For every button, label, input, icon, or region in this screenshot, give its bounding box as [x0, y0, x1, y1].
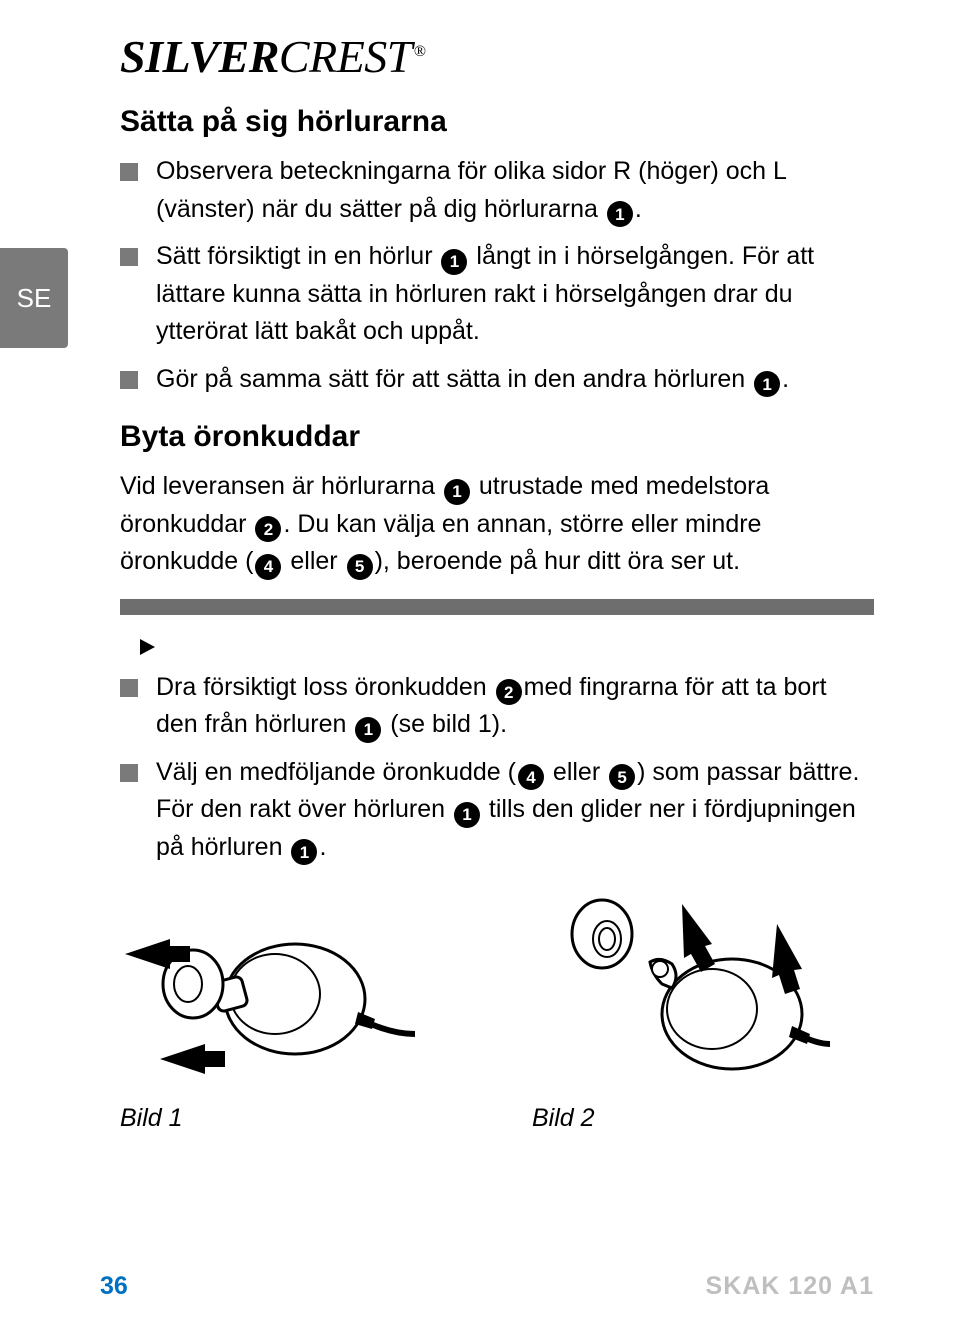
reference-number-icon: 1 [291, 839, 317, 865]
text-fragment: Dra försiktigt loss öronkudden [156, 673, 494, 701]
reference-number-icon: 5 [609, 764, 635, 790]
section-1-title: Sätta på sig hörlurarna [120, 105, 874, 139]
reference-number-icon: 5 [347, 554, 373, 580]
figure-2: Bild 2 [532, 884, 874, 1133]
brand-strong: SILVER [120, 31, 279, 82]
reference-number-icon: 2 [255, 516, 281, 542]
text-fragment: ), beroende på hur ditt öra ser ut. [375, 547, 741, 575]
text-fragment: eller [546, 758, 607, 786]
model-id: SKAK 120 A1 [706, 1272, 874, 1301]
text-fragment: . [782, 365, 789, 393]
earbud-attach-illustration [532, 884, 832, 1094]
text-fragment: . [635, 195, 642, 223]
text-fragment: Gör på samma sätt för att sätta in den a… [156, 365, 752, 393]
text-fragment: . [319, 833, 326, 861]
figure-1: Bild 1 [120, 884, 462, 1133]
notice-item [120, 629, 874, 655]
square-bullet-icon [120, 371, 138, 389]
reference-number-icon: 1 [754, 371, 780, 397]
brand-logo: SILVERCREST® [120, 30, 874, 83]
triangle-bullet-icon [140, 639, 155, 655]
reference-number-icon: 1 [355, 717, 381, 743]
bullet-item: Välj en medföljande öronkudde (4 eller 5… [120, 754, 874, 867]
text-fragment: Vid leveransen är hörlurarna [120, 472, 442, 500]
text-fragment: Sätt försiktigt in en hörlur [156, 242, 439, 270]
bullet-item: Sätt försiktigt in en hörlur 1 långt in … [120, 238, 874, 351]
text-fragment: eller [283, 547, 344, 575]
square-bullet-icon [120, 248, 138, 266]
figure-1-caption: Bild 1 [120, 1104, 462, 1133]
brand-mark: ® [414, 43, 426, 60]
figure-2-caption: Bild 2 [532, 1104, 874, 1133]
text-fragment: Observera beteckningarna för olika sidor… [156, 157, 786, 223]
notice-heading [120, 599, 874, 615]
bullet-item: Gör på samma sätt för att sätta in den a… [120, 361, 874, 399]
section-2-title: Byta öronkuddar [120, 420, 874, 454]
bullet-text: Välj en medföljande öronkudde (4 eller 5… [156, 754, 874, 867]
reference-number-icon: 4 [518, 764, 544, 790]
page-number: 36 [100, 1272, 128, 1301]
bullet-item: Observera beteckningarna för olika sidor… [120, 153, 874, 228]
reference-number-icon: 1 [454, 802, 480, 828]
reference-number-icon: 4 [255, 554, 281, 580]
reference-number-icon: 1 [444, 479, 470, 505]
text-fragment: Välj en medföljande öronkudde ( [156, 758, 516, 786]
text-fragment: (se bild 1). [383, 710, 507, 738]
brand-light: CREST [279, 31, 412, 82]
square-bullet-icon [120, 764, 138, 782]
bullet-item: Dra försiktigt loss öronkudden 2med fing… [120, 669, 874, 744]
earbud-remove-illustration [120, 884, 420, 1094]
section-2-intro: Vid leveransen är hörlurarna 1 utrustade… [120, 468, 874, 581]
reference-number-icon: 1 [607, 201, 633, 227]
reference-number-icon: 2 [496, 679, 522, 705]
bullet-text: Gör på samma sätt för att sätta in den a… [156, 361, 874, 399]
bullet-text: Sätt försiktigt in en hörlur 1 långt in … [156, 238, 874, 351]
square-bullet-icon [120, 679, 138, 697]
bullet-text: Dra försiktigt loss öronkudden 2med fing… [156, 669, 874, 744]
side-language-tab: SE [0, 248, 68, 348]
square-bullet-icon [120, 163, 138, 181]
reference-number-icon: 1 [441, 249, 467, 275]
bullet-text: Observera beteckningarna för olika sidor… [156, 153, 874, 228]
